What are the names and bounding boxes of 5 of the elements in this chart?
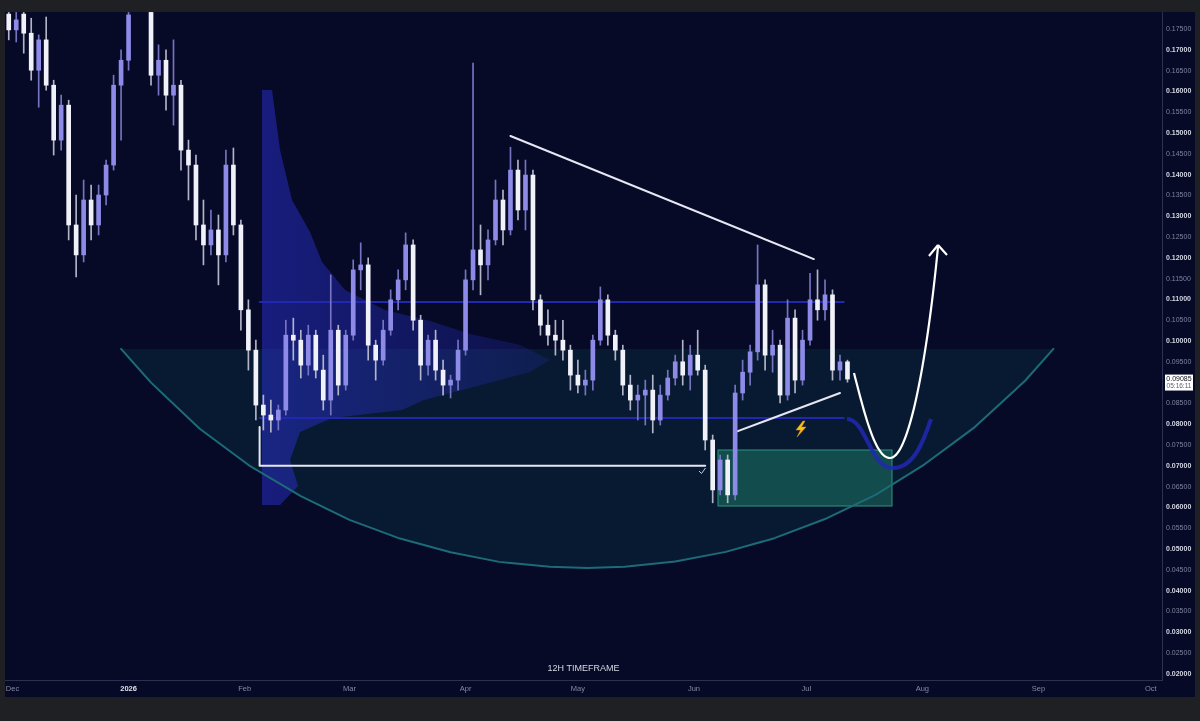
text: 12H TIMEFRAME <box>547 663 620 674</box>
candlestick <box>642 379 648 426</box>
candlestick <box>358 242 364 291</box>
candlestick <box>635 384 641 421</box>
candlestick <box>290 317 296 361</box>
